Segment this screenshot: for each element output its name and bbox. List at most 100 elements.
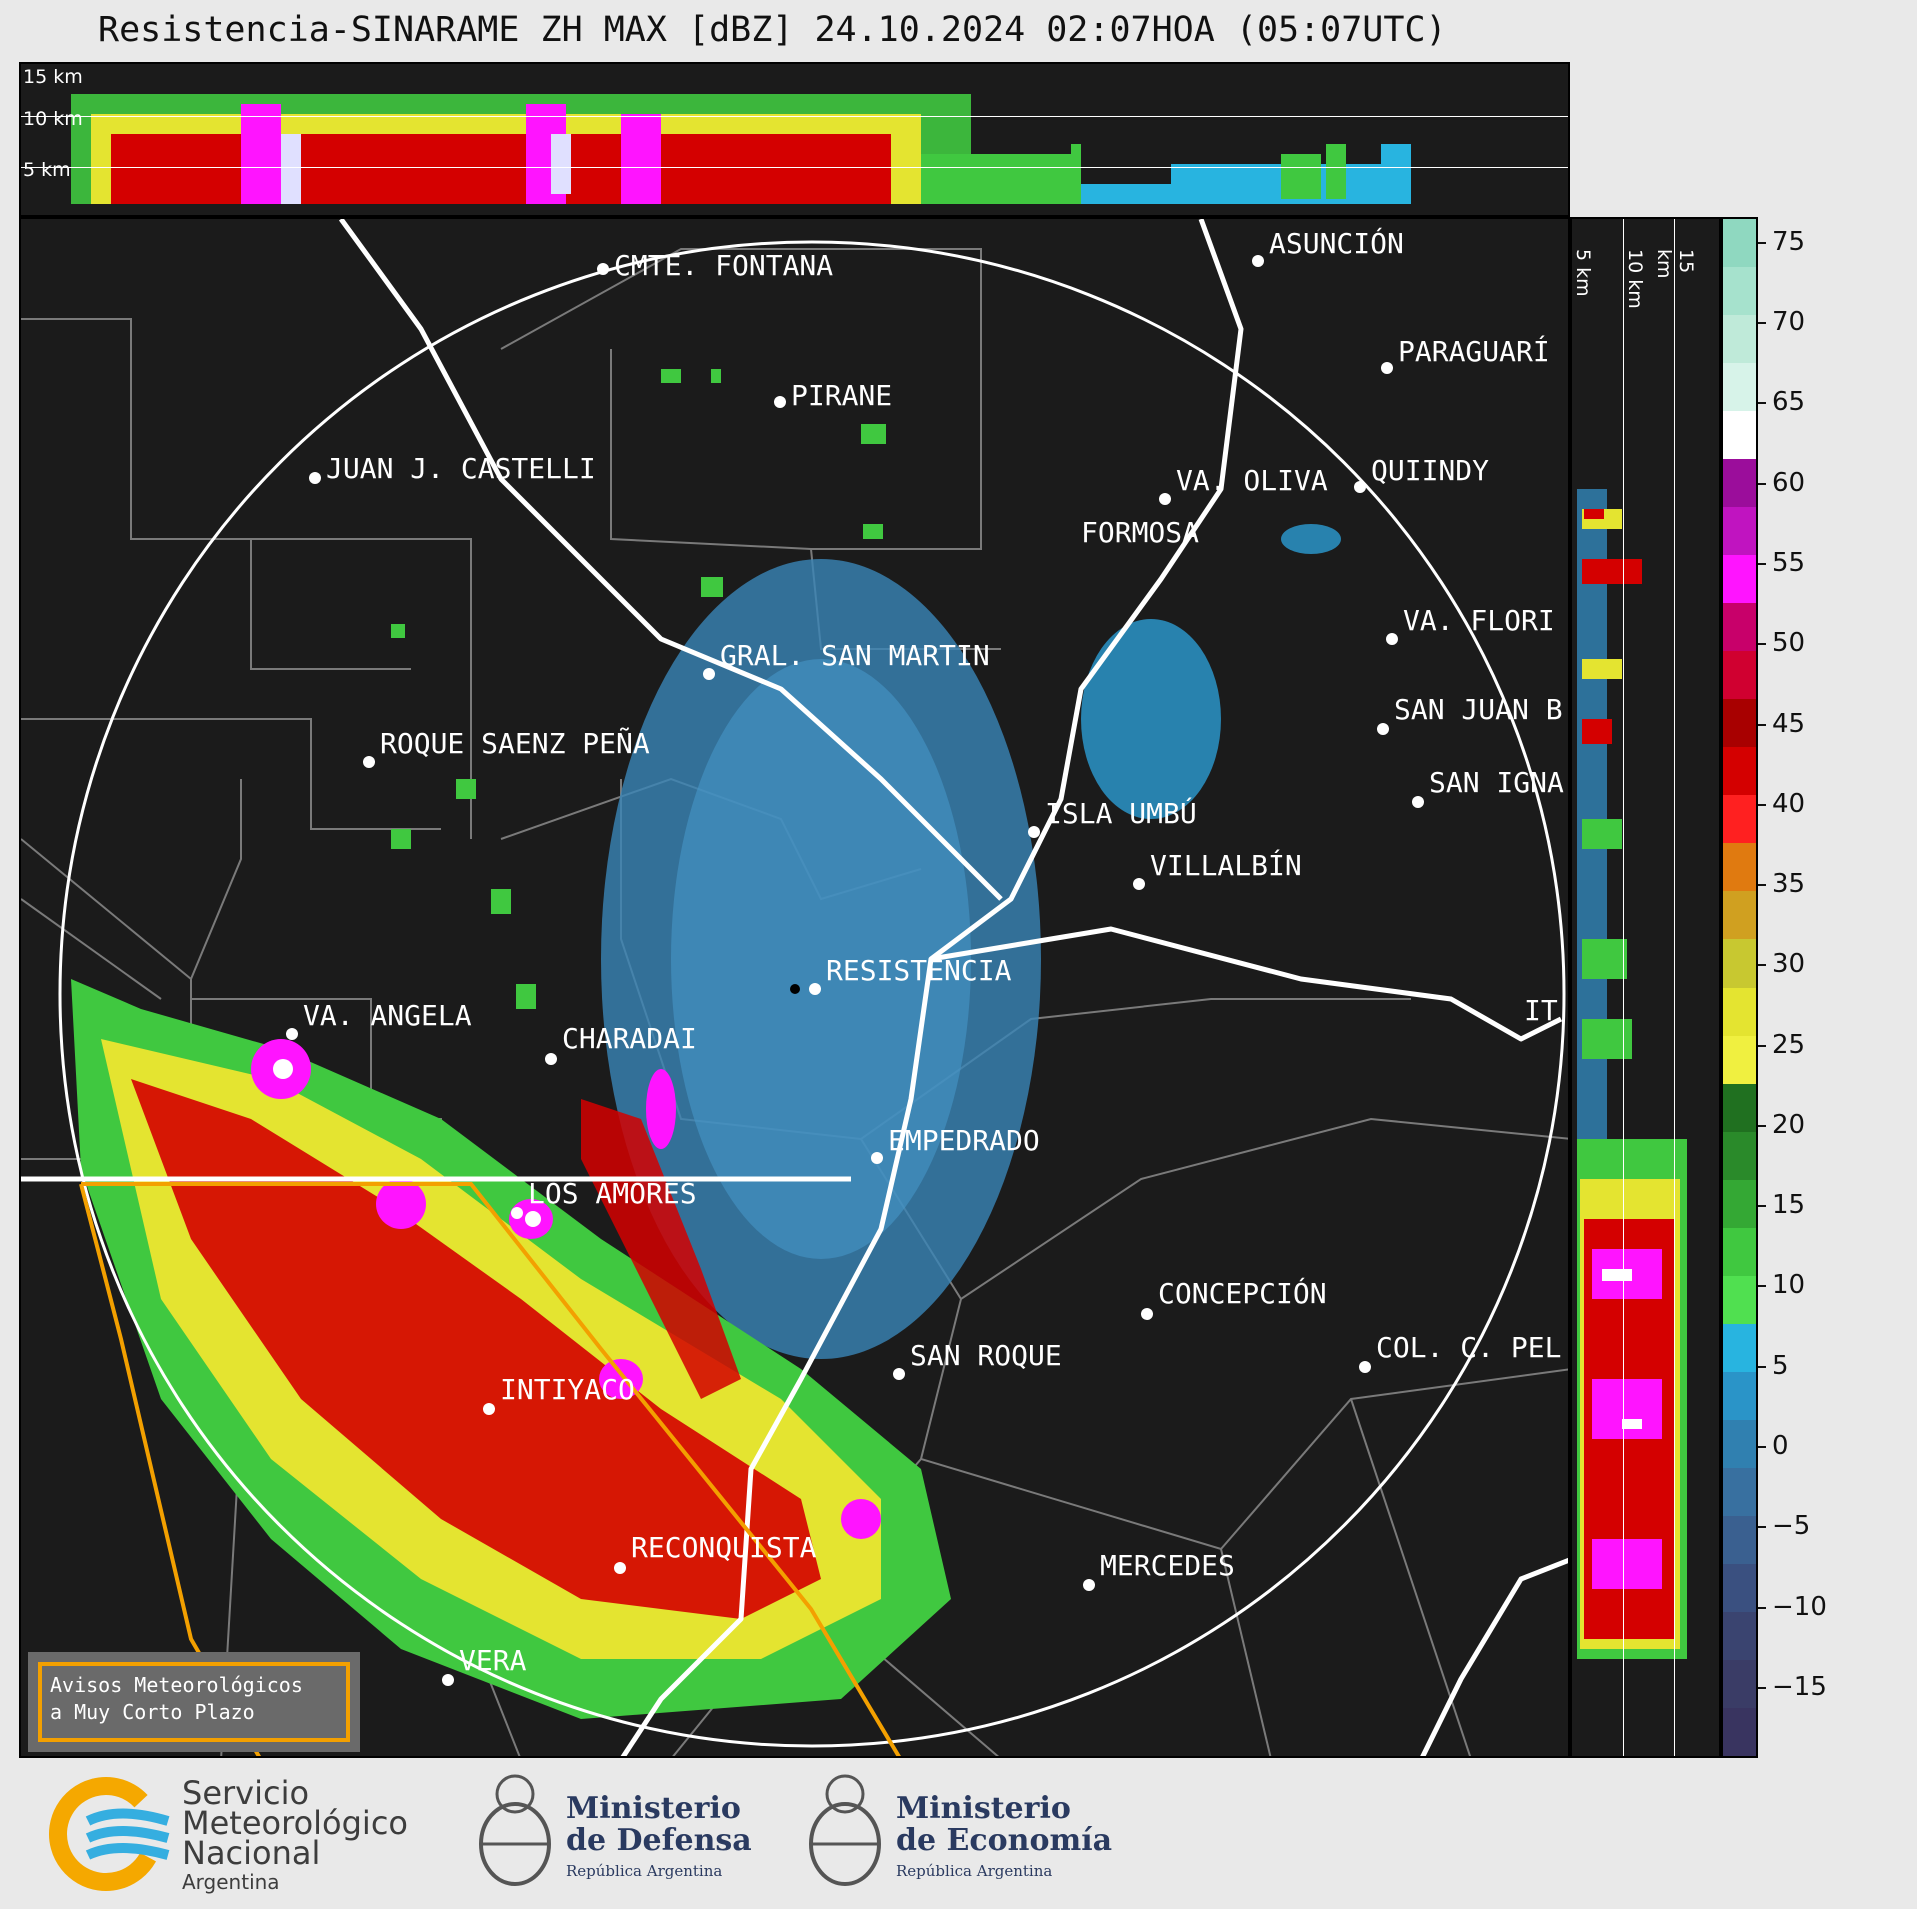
- city-dot: [1381, 362, 1393, 374]
- reflectivity-colorbar: [1721, 217, 1758, 1758]
- city-label-san-juan-b[interactable]: SAN JUAN B: [1394, 693, 1563, 727]
- city-dot: [545, 1053, 557, 1065]
- colorbar-tick: −15: [1758, 1672, 1827, 1702]
- colorbar-swatch: [1723, 1659, 1756, 1709]
- city-label-mercedes[interactable]: MERCEDES: [1100, 1549, 1235, 1583]
- city-dot: [597, 263, 609, 275]
- colorbar-swatch: [1723, 699, 1756, 749]
- colorbar-swatch: [1723, 363, 1756, 413]
- city-label-formosa[interactable]: FORMOSA: [1081, 516, 1200, 550]
- colorbar-swatch: [1723, 1179, 1756, 1229]
- colorbar-swatch: [1723, 219, 1756, 269]
- colorbar-swatch: [1723, 1227, 1756, 1277]
- colorbar-tick: 70: [1758, 307, 1805, 337]
- city-label-roque-saenz-pena[interactable]: ROQUE SAENZ PEÑA: [380, 727, 650, 761]
- city-label-paraguari[interactable]: PARAGUARÍ: [1398, 335, 1550, 369]
- city-label-asuncion[interactable]: ASUNCIÓN: [1269, 227, 1404, 261]
- smn-name-line2: Meteorológico: [182, 1804, 408, 1842]
- top-km-line-5: [21, 167, 1568, 168]
- right-km-label-5: 5 km: [1572, 249, 1594, 297]
- colorbar-tick: 25: [1758, 1030, 1805, 1060]
- colorbar-swatch: [1723, 747, 1756, 797]
- city-label-juan-j-castelli[interactable]: JUAN J. CASTELLI: [326, 452, 596, 486]
- city-label-va-angela[interactable]: VA. ANGELA: [303, 999, 472, 1033]
- city-label-isla-umbu[interactable]: ISLA UMBÚ: [1045, 797, 1197, 831]
- city-label-charadai[interactable]: CHARADAI: [562, 1022, 697, 1056]
- footer: Servicio Meteorológico Nacional Argentin…: [0, 1758, 1917, 1909]
- city-dot: [1159, 493, 1171, 505]
- city-label-san-roque[interactable]: SAN ROQUE: [910, 1339, 1062, 1373]
- colorbar-swatch: [1723, 507, 1756, 557]
- right-km-line-5: [1623, 219, 1624, 1756]
- city-dot: [483, 1403, 495, 1415]
- city-label-va-florida[interactable]: VA. FLORI: [1403, 604, 1555, 638]
- city-label-gral-san-martin[interactable]: GRAL. SAN MARTIN: [720, 639, 990, 673]
- city-dot: [893, 1368, 905, 1380]
- city-label-va-oliva[interactable]: VA. OLIVA: [1176, 464, 1328, 498]
- colorbar-swatch: [1723, 555, 1756, 605]
- city-dot: [1412, 796, 1424, 808]
- city-label-itati[interactable]: IT: [1524, 994, 1558, 1028]
- colorbar-tick: 65: [1758, 387, 1805, 417]
- colorbar-tick: 15: [1758, 1190, 1805, 1220]
- city-label-cmte-fontana[interactable]: CMTE. FONTANA: [614, 249, 834, 283]
- city-label-concepcion[interactable]: CONCEPCIÓN: [1158, 1277, 1327, 1311]
- smn-name-line4: Argentina: [182, 1870, 280, 1894]
- colorbar-swatch: [1723, 795, 1756, 845]
- defensa-line2: de Defensa: [566, 1823, 752, 1858]
- city-label-resistencia[interactable]: RESISTENCIA: [826, 954, 1012, 988]
- top-km-label-15: 15 km: [23, 66, 83, 88]
- city-dot: [1252, 255, 1264, 267]
- short-term-warnings-box[interactable]: Avisos Meteorológicos a Muy Corto Plazo: [28, 1652, 360, 1752]
- city-dot: [286, 1028, 298, 1040]
- city-label-quiindy[interactable]: QUIINDY: [1371, 454, 1490, 488]
- city-dot: [1133, 878, 1145, 890]
- city-label-col-c-pellegrini[interactable]: COL. C. PEL: [1376, 1331, 1562, 1365]
- economia-line1: Ministerio: [896, 1791, 1071, 1826]
- city-dot: [1386, 633, 1398, 645]
- colorbar-tick: 5: [1758, 1351, 1789, 1381]
- city-dot: [1028, 826, 1040, 838]
- city-label-intiyaco[interactable]: INTIYACO: [500, 1373, 635, 1407]
- coat-of-arms-icon: [479, 1774, 551, 1886]
- colorbar-swatch: [1723, 939, 1756, 989]
- colorbar-swatch: [1723, 315, 1756, 365]
- warnings-label-line1: Avisos Meteorológicos: [50, 1673, 303, 1697]
- city-dot: [363, 756, 375, 768]
- colorbar-swatch: [1723, 1323, 1756, 1373]
- city-label-vera[interactable]: VERA: [459, 1644, 527, 1678]
- city-label-los-amores[interactable]: LOS AMORES: [528, 1177, 697, 1211]
- city-dot: [1377, 723, 1389, 735]
- city-dot: [614, 1562, 626, 1574]
- colorbar-tick: −10: [1758, 1592, 1827, 1622]
- colorbar-tick: 45: [1758, 709, 1805, 739]
- colorbar-tick: 40: [1758, 789, 1805, 819]
- smn-logo-icon: [49, 1777, 170, 1891]
- city-label-san-ignacio[interactable]: SAN IGNA: [1429, 766, 1564, 800]
- colorbar-swatch: [1723, 987, 1756, 1037]
- colorbar-swatch: [1723, 1371, 1756, 1421]
- defensa-sub: República Argentina: [566, 1862, 723, 1880]
- city-label-reconquista[interactable]: RECONQUISTA: [631, 1531, 817, 1565]
- colorbar-swatch: [1723, 459, 1756, 509]
- city-label-pirane[interactable]: PIRANE: [791, 379, 893, 413]
- city-label-villalbin[interactable]: VILLALBÍN: [1150, 849, 1302, 883]
- colorbar-swatch: [1723, 1467, 1756, 1517]
- city-dot: [309, 472, 321, 484]
- city-label-empedrado[interactable]: EMPEDRADO: [888, 1124, 1040, 1158]
- right-km-label-15: 15 km: [1653, 249, 1697, 279]
- right-km-label-10: 10 km: [1624, 249, 1646, 309]
- colorbar-swatch: [1723, 1083, 1756, 1133]
- colorbar-tick: 35: [1758, 869, 1805, 899]
- colorbar-tick: 55: [1758, 548, 1805, 578]
- colorbar-swatch: [1723, 1515, 1756, 1565]
- colorbar-swatch: [1723, 411, 1756, 461]
- colorbar-tick: 20: [1758, 1110, 1805, 1140]
- city-dot: [1083, 1579, 1095, 1591]
- city-dot: [1141, 1308, 1153, 1320]
- colorbar-tick: 75: [1758, 227, 1805, 257]
- smn-name-line1: Servicio: [182, 1774, 310, 1812]
- top-km-label-5: 5 km: [23, 159, 71, 181]
- colorbar-swatch: [1723, 651, 1756, 701]
- colorbar-swatch: [1723, 1707, 1756, 1756]
